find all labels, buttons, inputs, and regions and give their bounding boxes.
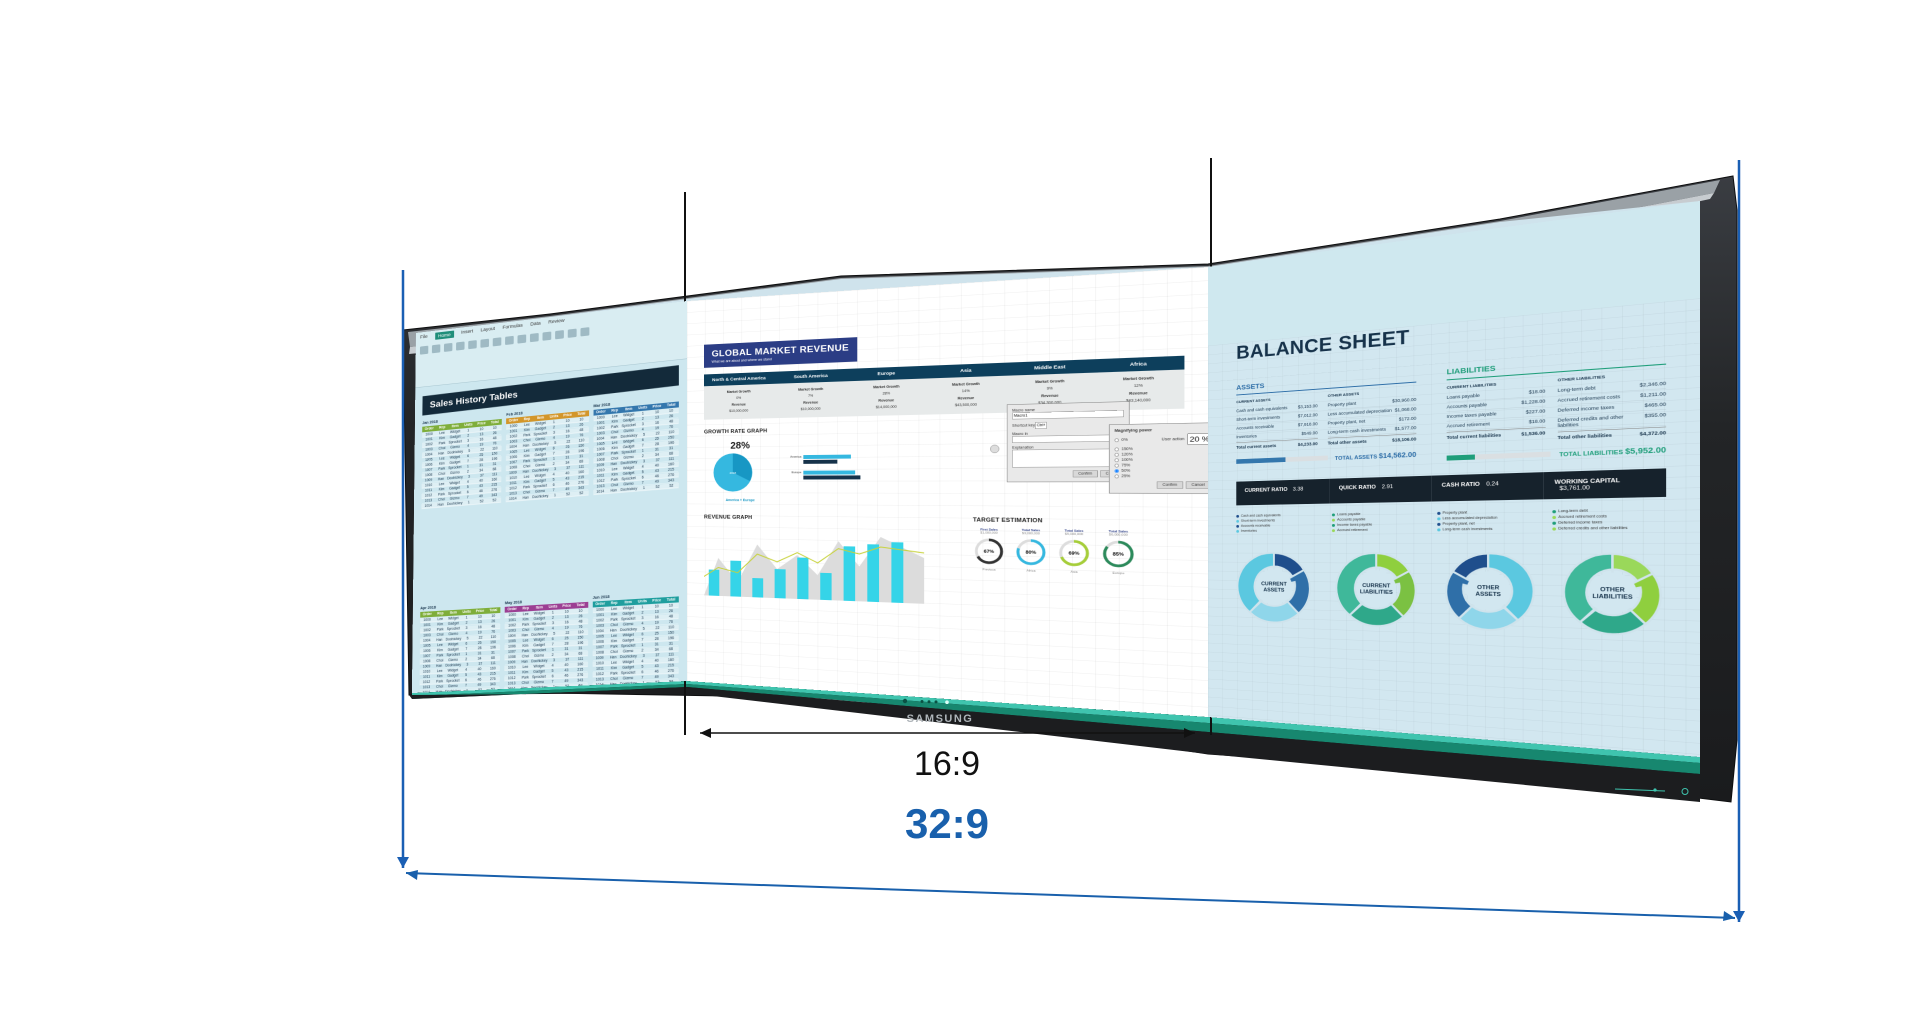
svg-text:67%: 67% [984,549,995,554]
svg-text:LIABILITIES: LIABILITIES [1593,592,1634,600]
svg-text:28%: 28% [730,439,750,451]
svg-text:LIABILITIES: LIABILITIES [1360,588,1394,596]
svg-text:ASSETS: ASSETS [1476,590,1502,598]
svg-text:80%: 80% [1026,550,1038,555]
svg-text:69%: 69% [1069,551,1081,556]
svg-text:ASSETS: ASSETS [1263,586,1285,593]
svg-text:85%: 85% [1113,552,1125,557]
svg-text:2018: 2018 [730,472,737,475]
